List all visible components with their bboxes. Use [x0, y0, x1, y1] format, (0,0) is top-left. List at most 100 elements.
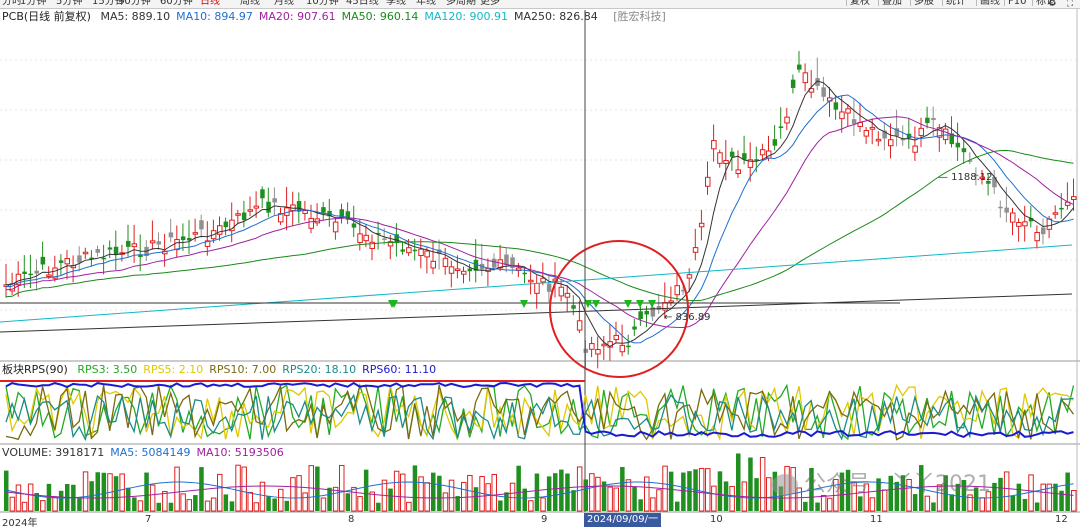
candle-body-63 [387, 241, 394, 247]
period-tab-2[interactable]: 5分钟 [56, 0, 83, 7]
rps-legend-item-0: RPS3: 3.50 [77, 363, 138, 376]
period-tab-13[interactable]: 多周期 [446, 0, 476, 7]
volume-bar-115 [705, 468, 711, 512]
candle-body-67 [412, 249, 418, 252]
candle-body-4 [28, 273, 33, 276]
period-tab-0[interactable]: 分时 [2, 0, 22, 7]
period-tab-4[interactable]: 30分钟 [118, 0, 151, 7]
volume-bar-67 [412, 465, 418, 511]
data-source-tag: [胜宏科技] [613, 10, 666, 23]
candle-body-42 [260, 189, 265, 199]
candle-body-72 [442, 257, 449, 267]
period-tab-10[interactable]: 45日线 [346, 0, 379, 7]
period-tab-8[interactable]: 月线 [274, 0, 294, 7]
volume-bar-56 [345, 493, 351, 511]
period-tab-9[interactable]: 10分钟 [306, 0, 339, 7]
tool-button-0[interactable]: 复权 [846, 0, 870, 7]
volume-bar-85 [522, 488, 527, 511]
volume-bar-147 [900, 475, 906, 511]
volume-bar-73 [448, 479, 455, 512]
ma-legend-item-4: MA120: 900.91 [424, 10, 509, 23]
volume-bar-80 [491, 473, 497, 512]
period-tab-11[interactable]: 季线 [386, 0, 406, 7]
period-tab-3[interactable]: 15分钟 [92, 0, 125, 7]
cursor-date-label: 2024/09/09/一 [584, 513, 662, 527]
volume-bar-24 [149, 484, 156, 512]
rps-legend-item-4: RPS60: 11.10 [362, 363, 437, 376]
ma120-line [0, 244, 1073, 323]
period-tab-5[interactable]: 60分钟 [160, 0, 193, 7]
candle-body-133 [815, 78, 820, 86]
period-tab-7[interactable]: 周线 [240, 0, 260, 7]
volume-bar-74 [455, 496, 460, 511]
volume-bar-1 [9, 496, 16, 512]
volume-bar-122 [748, 457, 753, 511]
volume-bar-6 [40, 500, 46, 512]
rps-legend-item-1: RPS5: 2.10 [143, 363, 204, 376]
ma250-line [0, 293, 1073, 333]
volume-bar-54 [332, 486, 339, 512]
rps-line-2 [5, 383, 1075, 441]
volume-bar-114 [698, 467, 705, 512]
rps-indicator-name: 板块RPS(90) [2, 363, 68, 376]
buy-signal-arrow-6 [636, 300, 644, 308]
volume-bar-174 [1065, 472, 1070, 511]
candle-body-143 [875, 138, 882, 142]
candle-body-39 [241, 212, 247, 221]
volume-bar-37 [229, 501, 235, 511]
candle-body-105 [644, 310, 649, 315]
candle-body-84 [515, 267, 522, 272]
candle-body-92 [564, 292, 571, 298]
candle-body-106 [650, 307, 656, 317]
candle-body-30 [187, 238, 192, 241]
volume-bar-148 [906, 478, 912, 512]
period-tab-1[interactable]: 1分钟 [20, 0, 47, 7]
candle-body-102 [626, 345, 631, 348]
period-tab-12[interactable]: 年线 [416, 0, 436, 7]
ma-legend-item-0: MA5: 889.10 [100, 10, 171, 23]
candle-body-100 [613, 334, 619, 341]
period-tab-14[interactable]: 更多 [480, 0, 500, 7]
tool-button-3[interactable]: 统计 [942, 0, 966, 7]
volume-bar-38 [235, 464, 241, 512]
candle-body-37 [229, 219, 235, 232]
volume-bar-9 [58, 490, 64, 511]
fullscreen-icon[interactable]: ⛶ [1066, 0, 1074, 9]
volume-bar-81 [498, 500, 503, 511]
tool-button-5[interactable]: F10 [1004, 0, 1026, 7]
volume-bar-27 [168, 502, 174, 511]
volume-bar-130 [796, 487, 802, 512]
volume-bar-145 [888, 475, 893, 511]
tool-button-2[interactable]: 多股 [910, 0, 934, 7]
volume-bar-164 [1003, 471, 1010, 512]
volume-bar-49 [302, 492, 308, 512]
time-axis-label-3: 9 [541, 514, 548, 525]
candle-body-38 [235, 213, 241, 216]
candle-body-117 [717, 152, 723, 164]
candle-body-131 [802, 72, 809, 84]
candle-body-28 [174, 238, 180, 251]
volume-bar-135 [827, 497, 833, 512]
candle-body-115 [705, 176, 711, 187]
tool-button-1[interactable]: 叠加 [878, 0, 902, 7]
candle-body-59 [363, 234, 369, 242]
candle-body-172 [1052, 212, 1059, 215]
candle-body-33 [204, 240, 211, 247]
tool-button-4[interactable]: 画线 [976, 0, 1000, 7]
candle-body-87 [534, 282, 540, 294]
tool-button-6[interactable]: 标记 [1032, 0, 1056, 7]
candle-body-145 [888, 139, 894, 147]
candle-body-128 [784, 116, 790, 124]
highlight-circle [549, 240, 689, 378]
time-axis-label-1: 7 [145, 514, 152, 525]
volume-ma5-line [5, 481, 1074, 499]
volume-bar-172 [1053, 483, 1058, 511]
volume-bar-119 [729, 485, 735, 512]
volume-bar-166 [1016, 483, 1022, 511]
settings-icon[interactable]: ⚙ [1047, 0, 1057, 9]
volume-bar-123 [754, 478, 759, 511]
period-tab-6[interactable]: 日线 [200, 0, 220, 7]
volume-bar-61 [376, 502, 381, 511]
candle-body-36 [223, 221, 229, 228]
